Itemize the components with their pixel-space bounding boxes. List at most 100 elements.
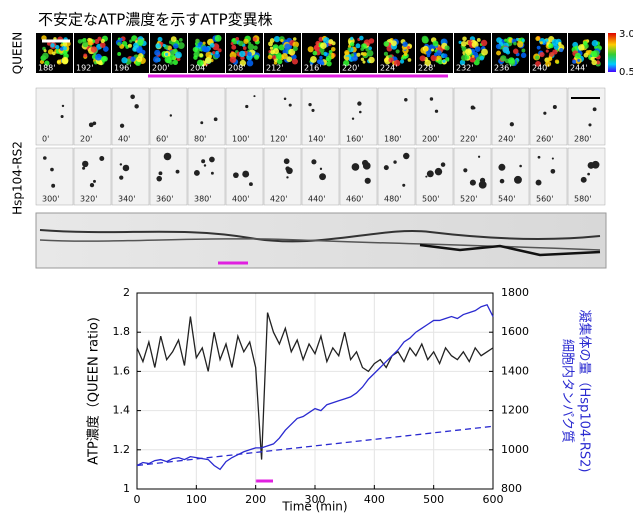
aggregate (193, 170, 200, 176)
aggregate (253, 95, 256, 98)
aggregate (119, 175, 124, 180)
queen-pixel (583, 52, 589, 58)
queen-pixel (383, 51, 389, 56)
queen-pixel (205, 51, 213, 59)
queen-pixel (399, 59, 405, 64)
queen-pixel (350, 36, 354, 41)
queen-pixel (559, 47, 564, 53)
queen-pixel (157, 36, 163, 42)
frame-label: 420' (270, 195, 287, 204)
frame-label: 212' (266, 64, 283, 73)
queen-pixel (458, 40, 462, 44)
hsp-frame (149, 87, 188, 146)
frame-label: 360' (156, 195, 173, 204)
colorbar-max: 3.0 (619, 29, 633, 40)
queen-pixel (520, 52, 527, 58)
queen-pixel (209, 43, 215, 48)
frame-label: 300' (42, 195, 59, 204)
queen-pixel (231, 44, 237, 50)
queen-pixel (312, 50, 318, 56)
queen-pixel (515, 37, 519, 41)
queen-pixel (247, 43, 255, 51)
queen-pixel (238, 40, 244, 47)
aggregate (308, 103, 312, 107)
hsp-frame (339, 87, 378, 146)
aggregate (233, 172, 239, 179)
aggregate (169, 114, 173, 117)
queen-pixel (284, 43, 291, 51)
aggregate (402, 183, 406, 187)
x-tick-label: 500 (423, 493, 444, 506)
queen-pixel (355, 43, 361, 49)
hsp-frame (187, 87, 226, 146)
queen-pixel (347, 47, 351, 51)
aggregate (587, 172, 590, 176)
aggregate (200, 121, 204, 125)
hsp-frame (529, 87, 568, 146)
queen-pixel (269, 46, 274, 50)
frame-label: 460' (346, 195, 363, 204)
aggregate (478, 180, 487, 189)
queen-pixel (292, 37, 297, 41)
queen-pixel (100, 38, 105, 44)
queen-pixel (393, 59, 401, 67)
y2-axis-label: 細胞内タンパク質 (560, 339, 576, 443)
queen-pixel (545, 60, 552, 67)
frame-label: 500' (422, 195, 439, 204)
queen-pixel (508, 57, 515, 64)
queen-pixel (62, 50, 68, 55)
aggregate (248, 182, 253, 187)
x-tick-label: 0 (134, 493, 141, 506)
queen-pixel (196, 59, 204, 67)
frame-label: 400' (232, 195, 249, 204)
frame-label: 204' (190, 64, 207, 73)
queen-pixel (359, 35, 364, 41)
queen-pixel (170, 36, 177, 43)
frame-label: 380' (194, 195, 211, 204)
queen-pixel (433, 52, 438, 57)
aggregate (434, 109, 439, 113)
hsp-frame (225, 87, 264, 146)
aggregate (550, 168, 556, 174)
queen-label: QUEEN (11, 32, 25, 74)
aggregate (286, 176, 289, 179)
aggregate (283, 97, 287, 101)
queen-pixel (57, 60, 61, 64)
queen-pixel (39, 59, 45, 65)
queen-pixel (77, 39, 83, 44)
queen-pixel (99, 42, 106, 48)
aggregate (404, 98, 408, 102)
queen-pixel (253, 45, 258, 50)
queen-pixel (469, 56, 476, 63)
y-tick-label: 1 (123, 482, 130, 495)
x-tick-label: 400 (364, 493, 385, 506)
queen-pixel (62, 46, 67, 51)
queen-pixel (173, 43, 179, 49)
x-tick-label: 600 (483, 493, 504, 506)
aggregate (156, 175, 162, 182)
aggregate (551, 157, 554, 160)
kymo-trace (39, 229, 601, 243)
frame-label: 60' (156, 135, 168, 144)
queen-pixel (512, 48, 519, 55)
queen-pixel (232, 40, 237, 45)
hsp-frame (339, 147, 378, 206)
queen-pixel (273, 48, 280, 55)
aggregate (119, 123, 125, 128)
hsp-frame (263, 147, 302, 206)
hsp-frame (301, 87, 340, 146)
aggregate (89, 183, 95, 188)
queen-pixel (479, 55, 485, 61)
queen-pixel (471, 41, 479, 48)
frame-label: 240' (498, 135, 515, 144)
y2-tick-label: 1200 (501, 404, 529, 417)
frame-label: 100' (232, 135, 249, 144)
queen-pixel (204, 57, 212, 64)
queen-pixel (535, 55, 540, 60)
queen-pixel (133, 42, 139, 49)
frame-label: 236' (494, 64, 511, 73)
queen-pixel (366, 50, 374, 57)
y2-tick-label: 800 (501, 482, 522, 495)
hsp-frame (453, 147, 492, 206)
